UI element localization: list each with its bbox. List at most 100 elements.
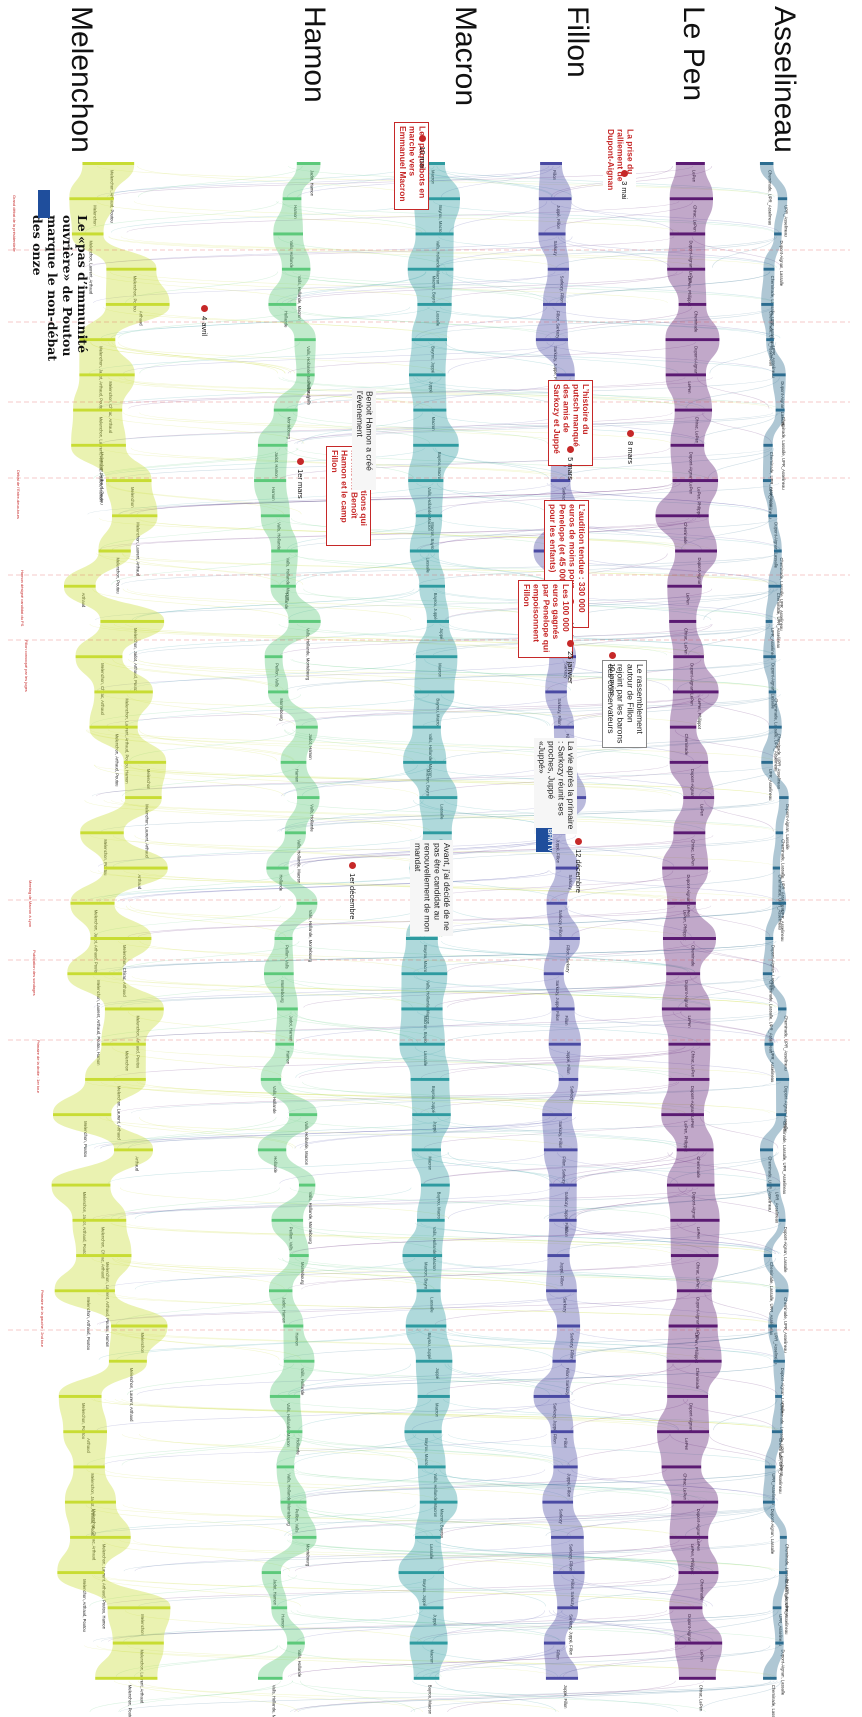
macron-node [398, 1571, 444, 1575]
melenchon-node [105, 302, 170, 306]
fillon-node [550, 479, 571, 483]
melenchon-band [64, 1503, 131, 1536]
cross-flow [284, 729, 436, 761]
hamon-band [280, 763, 320, 797]
cross-flow [704, 1293, 774, 1325]
cross-flow [83, 236, 675, 268]
asselineau-node [773, 549, 782, 553]
melenchon-band [89, 693, 153, 726]
macron-node [420, 1183, 450, 1187]
cross-flow [122, 870, 549, 903]
cross-flow [550, 482, 772, 515]
melenchon-node-label: Melenchon, Poutou [116, 558, 121, 595]
lepen-node-label: LePen [691, 170, 696, 183]
melenchon-node-label: Arthaud [86, 1438, 91, 1453]
cross-flow [291, 1469, 774, 1501]
cross-flow [292, 271, 775, 304]
cross-flow [290, 835, 774, 867]
cross-flow [570, 1152, 707, 1184]
hamon-node-label: Valls, Hollande, Macron [296, 839, 301, 884]
cross-flow [125, 1222, 772, 1255]
cross-flow [89, 1680, 293, 1713]
cross-flow [287, 1574, 706, 1607]
cross-flow [111, 553, 298, 585]
melenchon-node-label: Melenchon, Jadot, Arthaud, Poutou [133, 628, 138, 694]
fillon-band [548, 1045, 581, 1078]
cross-flow [416, 975, 711, 1008]
melenchon-band [98, 517, 158, 550]
lepen-band [662, 904, 716, 937]
fillon-band [542, 1116, 578, 1149]
date-marker-icon [566, 640, 574, 647]
hamon-node-label: Hollande [284, 593, 289, 610]
cross-flow [111, 341, 292, 374]
melenchon-node [95, 1676, 158, 1680]
cross-flow [435, 1539, 676, 1572]
cross-flow [289, 1222, 698, 1255]
melenchon-node [107, 1606, 171, 1610]
asselineau-node [763, 267, 775, 271]
hamon-node [269, 1394, 301, 1398]
cross-flow [441, 271, 775, 304]
asselineau-node-label: Cheminade, Lassalle, UPR_Asselineau [779, 558, 784, 632]
cross-flow [111, 200, 422, 233]
cross-flow [121, 1398, 777, 1431]
hamon-node-label: Valls, Hollande [272, 1086, 277, 1114]
cross-flow [135, 518, 686, 550]
cross-flow [287, 1645, 686, 1678]
cross-flow [126, 694, 295, 726]
macron-band [409, 1609, 448, 1642]
callout-penelope-date: 25 janvier [566, 640, 575, 684]
melenchon-node-label: Melenchon, Jadot, Arthaud, Poutou [82, 1192, 87, 1258]
cross-flow [546, 341, 774, 374]
cross-flow [118, 306, 303, 339]
cross-flow [139, 940, 420, 973]
asselineau-band [762, 975, 787, 1008]
fillon-node [555, 866, 579, 870]
cross-flow [296, 1469, 708, 1501]
cross-flow [438, 905, 771, 938]
hamon-band [260, 517, 298, 550]
cross-flow [139, 342, 300, 374]
lepen-node-label: Dupont-Aignan, LePen [695, 1297, 700, 1340]
melenchon-band [54, 1292, 168, 1325]
cross-flow [119, 447, 771, 480]
macron-node-label: Macron, Bayrou [440, 1509, 445, 1539]
cross-flow [279, 306, 567, 339]
macron-node-label: Lassalle [425, 558, 430, 574]
hamon-node [268, 1289, 293, 1293]
melenchon-node-label: Melenchon, Laurent, Arthaud [136, 522, 141, 576]
cross-flow [288, 1293, 572, 1325]
date-marker-icon [296, 458, 304, 465]
cross-flow [86, 1469, 438, 1501]
melenchon-node-label: Arthaud [134, 1156, 139, 1171]
cross-flow [286, 1469, 435, 1501]
cross-flow [287, 271, 683, 304]
cross-flow [123, 729, 414, 762]
asselineau-node-label: Cheminade, Lassalle, UPR_Asselineau [770, 276, 775, 350]
cross-flow [96, 870, 295, 903]
cross-flow [440, 165, 554, 198]
cross-flow [550, 729, 774, 762]
cross-flow [559, 1328, 775, 1360]
melenchon-node-label: Melenchon, Chirac, Arthaud [100, 663, 105, 715]
cross-flow [126, 200, 680, 233]
asselineau-node [776, 1113, 787, 1117]
cross-flow [417, 1610, 674, 1642]
cross-flow [434, 975, 698, 1008]
cross-flow [713, 1398, 778, 1431]
cross-flow [116, 1293, 287, 1325]
melenchon-node-label: Melenchon, Jadot, Arthaud, Poutou [98, 346, 103, 412]
lepen-node [676, 1148, 714, 1152]
cross-flow [96, 165, 561, 198]
cross-flow [91, 1398, 778, 1431]
asselineau-band [765, 587, 782, 620]
hamon-node [296, 373, 315, 377]
cross-flow [568, 1187, 770, 1220]
lepen-node-label: Cheminade [695, 1368, 700, 1390]
cross-flow [286, 377, 773, 409]
hamon-node-label: Montebourg [305, 1544, 310, 1567]
lepen-node [676, 1289, 712, 1293]
cross-flow [93, 1574, 694, 1607]
cross-flow [107, 341, 296, 374]
